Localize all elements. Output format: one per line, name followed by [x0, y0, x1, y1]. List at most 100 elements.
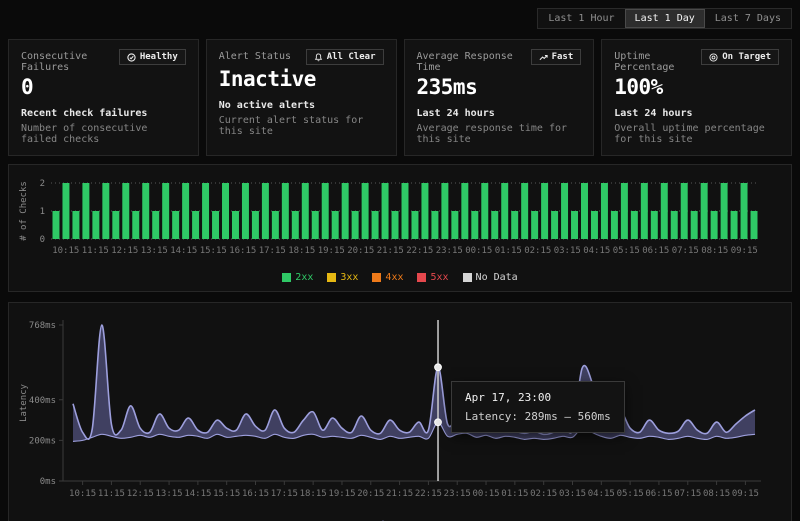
check-bar[interactable]	[721, 183, 728, 239]
check-bar[interactable]	[222, 183, 229, 239]
legend-swatch	[417, 273, 426, 282]
time-range-selector: Last 1 Hour Last 1 Day Last 7 Days	[537, 8, 792, 29]
check-bar[interactable]	[292, 211, 299, 239]
check-bar[interactable]	[372, 211, 379, 239]
check-bar[interactable]	[242, 183, 249, 239]
check-bar[interactable]	[471, 211, 478, 239]
svg-text:00:15: 00:15	[472, 489, 499, 499]
check-bar[interactable]	[551, 211, 558, 239]
check-bar[interactable]	[342, 183, 349, 239]
check-bar[interactable]	[421, 183, 428, 239]
legend-item-2xx[interactable]: 2xx	[282, 272, 313, 283]
svg-text:11:15: 11:15	[98, 489, 125, 499]
check-bar[interactable]	[741, 183, 748, 239]
svg-text:06:15: 06:15	[645, 489, 672, 499]
check-bar[interactable]	[392, 211, 399, 239]
check-bar[interactable]	[681, 183, 688, 239]
check-bar[interactable]	[651, 211, 658, 239]
check-bar[interactable]	[531, 211, 538, 239]
badge-label: Fast	[552, 52, 574, 62]
check-bar[interactable]	[192, 211, 199, 239]
check-bar[interactable]	[691, 211, 698, 239]
card-subtitle: Last 24 hours	[614, 108, 779, 119]
check-bar[interactable]	[232, 211, 239, 239]
check-bar[interactable]	[352, 211, 359, 239]
svg-text:20:15: 20:15	[357, 489, 384, 499]
check-bar[interactable]	[82, 183, 89, 239]
check-bar[interactable]	[701, 183, 708, 239]
check-bar[interactable]	[611, 211, 618, 239]
check-bar[interactable]	[711, 211, 718, 239]
svg-text:07:15: 07:15	[672, 246, 699, 256]
check-bar[interactable]	[282, 183, 289, 239]
check-bar[interactable]	[402, 183, 409, 239]
check-bar[interactable]	[92, 211, 99, 239]
svg-text:07:15: 07:15	[674, 489, 701, 499]
svg-text:10:15: 10:15	[52, 246, 79, 256]
check-bar[interactable]	[631, 211, 638, 239]
check-bar[interactable]	[751, 211, 758, 239]
check-bar[interactable]	[212, 211, 219, 239]
check-bar[interactable]	[112, 211, 119, 239]
check-bar[interactable]	[382, 183, 389, 239]
check-bar[interactable]	[132, 211, 139, 239]
check-bar[interactable]	[302, 183, 309, 239]
check-bar[interactable]	[62, 183, 69, 239]
check-bar[interactable]	[481, 183, 488, 239]
check-bar[interactable]	[152, 211, 159, 239]
check-bar[interactable]	[671, 211, 678, 239]
check-bar[interactable]	[581, 183, 588, 239]
check-bar[interactable]	[172, 211, 179, 239]
check-bar[interactable]	[441, 183, 448, 239]
check-bar[interactable]	[411, 211, 418, 239]
check-bar[interactable]	[621, 183, 628, 239]
latency-chart-panel: 0ms200ms400ms768msLatency10:1511:1512:15…	[8, 302, 792, 521]
check-bar[interactable]	[362, 183, 369, 239]
check-bar[interactable]	[511, 211, 518, 239]
check-bar[interactable]	[202, 183, 209, 239]
check-bar[interactable]	[491, 211, 498, 239]
check-bar[interactable]	[52, 211, 59, 239]
legend-item-no-data[interactable]: No Data	[463, 272, 518, 283]
legend-label: 3xx	[340, 272, 358, 283]
range-button-7-days[interactable]: Last 7 Days	[705, 9, 791, 28]
check-bar[interactable]	[601, 183, 608, 239]
svg-text:23:15: 23:15	[436, 246, 463, 256]
check-bar[interactable]	[451, 211, 458, 239]
legend-item-4xx[interactable]: 4xx	[372, 272, 403, 283]
check-bar[interactable]	[731, 211, 738, 239]
check-bar[interactable]	[461, 183, 468, 239]
stat-cards-row: Consecutive Failures Healthy 0 Recent ch…	[0, 29, 800, 164]
legend-item-5xx[interactable]: 5xx	[417, 272, 448, 283]
check-bar[interactable]	[182, 183, 189, 239]
svg-text:17:15: 17:15	[271, 489, 298, 499]
check-bar[interactable]	[312, 211, 319, 239]
check-bar[interactable]	[162, 183, 169, 239]
check-bar[interactable]	[332, 211, 339, 239]
range-button-1-day[interactable]: Last 1 Day	[625, 9, 705, 28]
check-bar[interactable]	[521, 183, 528, 239]
check-bar[interactable]	[641, 183, 648, 239]
svg-text:21:15: 21:15	[386, 489, 413, 499]
check-bar[interactable]	[501, 183, 508, 239]
check-bar[interactable]	[661, 183, 668, 239]
check-bar[interactable]	[262, 183, 269, 239]
svg-text:01:15: 01:15	[501, 489, 528, 499]
range-button-1-hour[interactable]: Last 1 Hour	[538, 9, 624, 28]
check-bar[interactable]	[591, 211, 598, 239]
check-bar[interactable]	[272, 211, 279, 239]
check-bar[interactable]	[142, 183, 149, 239]
legend-item-3xx[interactable]: 3xx	[327, 272, 358, 283]
check-bar[interactable]	[122, 183, 129, 239]
hover-point-marker	[435, 419, 442, 426]
check-bar[interactable]	[322, 183, 329, 239]
check-bar[interactable]	[72, 211, 79, 239]
check-bar[interactable]	[431, 211, 438, 239]
check-bar[interactable]	[561, 183, 568, 239]
check-bar[interactable]	[102, 183, 109, 239]
check-bar[interactable]	[252, 211, 259, 239]
check-bar[interactable]	[571, 211, 578, 239]
card-subtitle: Recent check failures	[21, 108, 186, 119]
card-description: Average response time for this site	[417, 123, 582, 145]
check-bar[interactable]	[541, 183, 548, 239]
